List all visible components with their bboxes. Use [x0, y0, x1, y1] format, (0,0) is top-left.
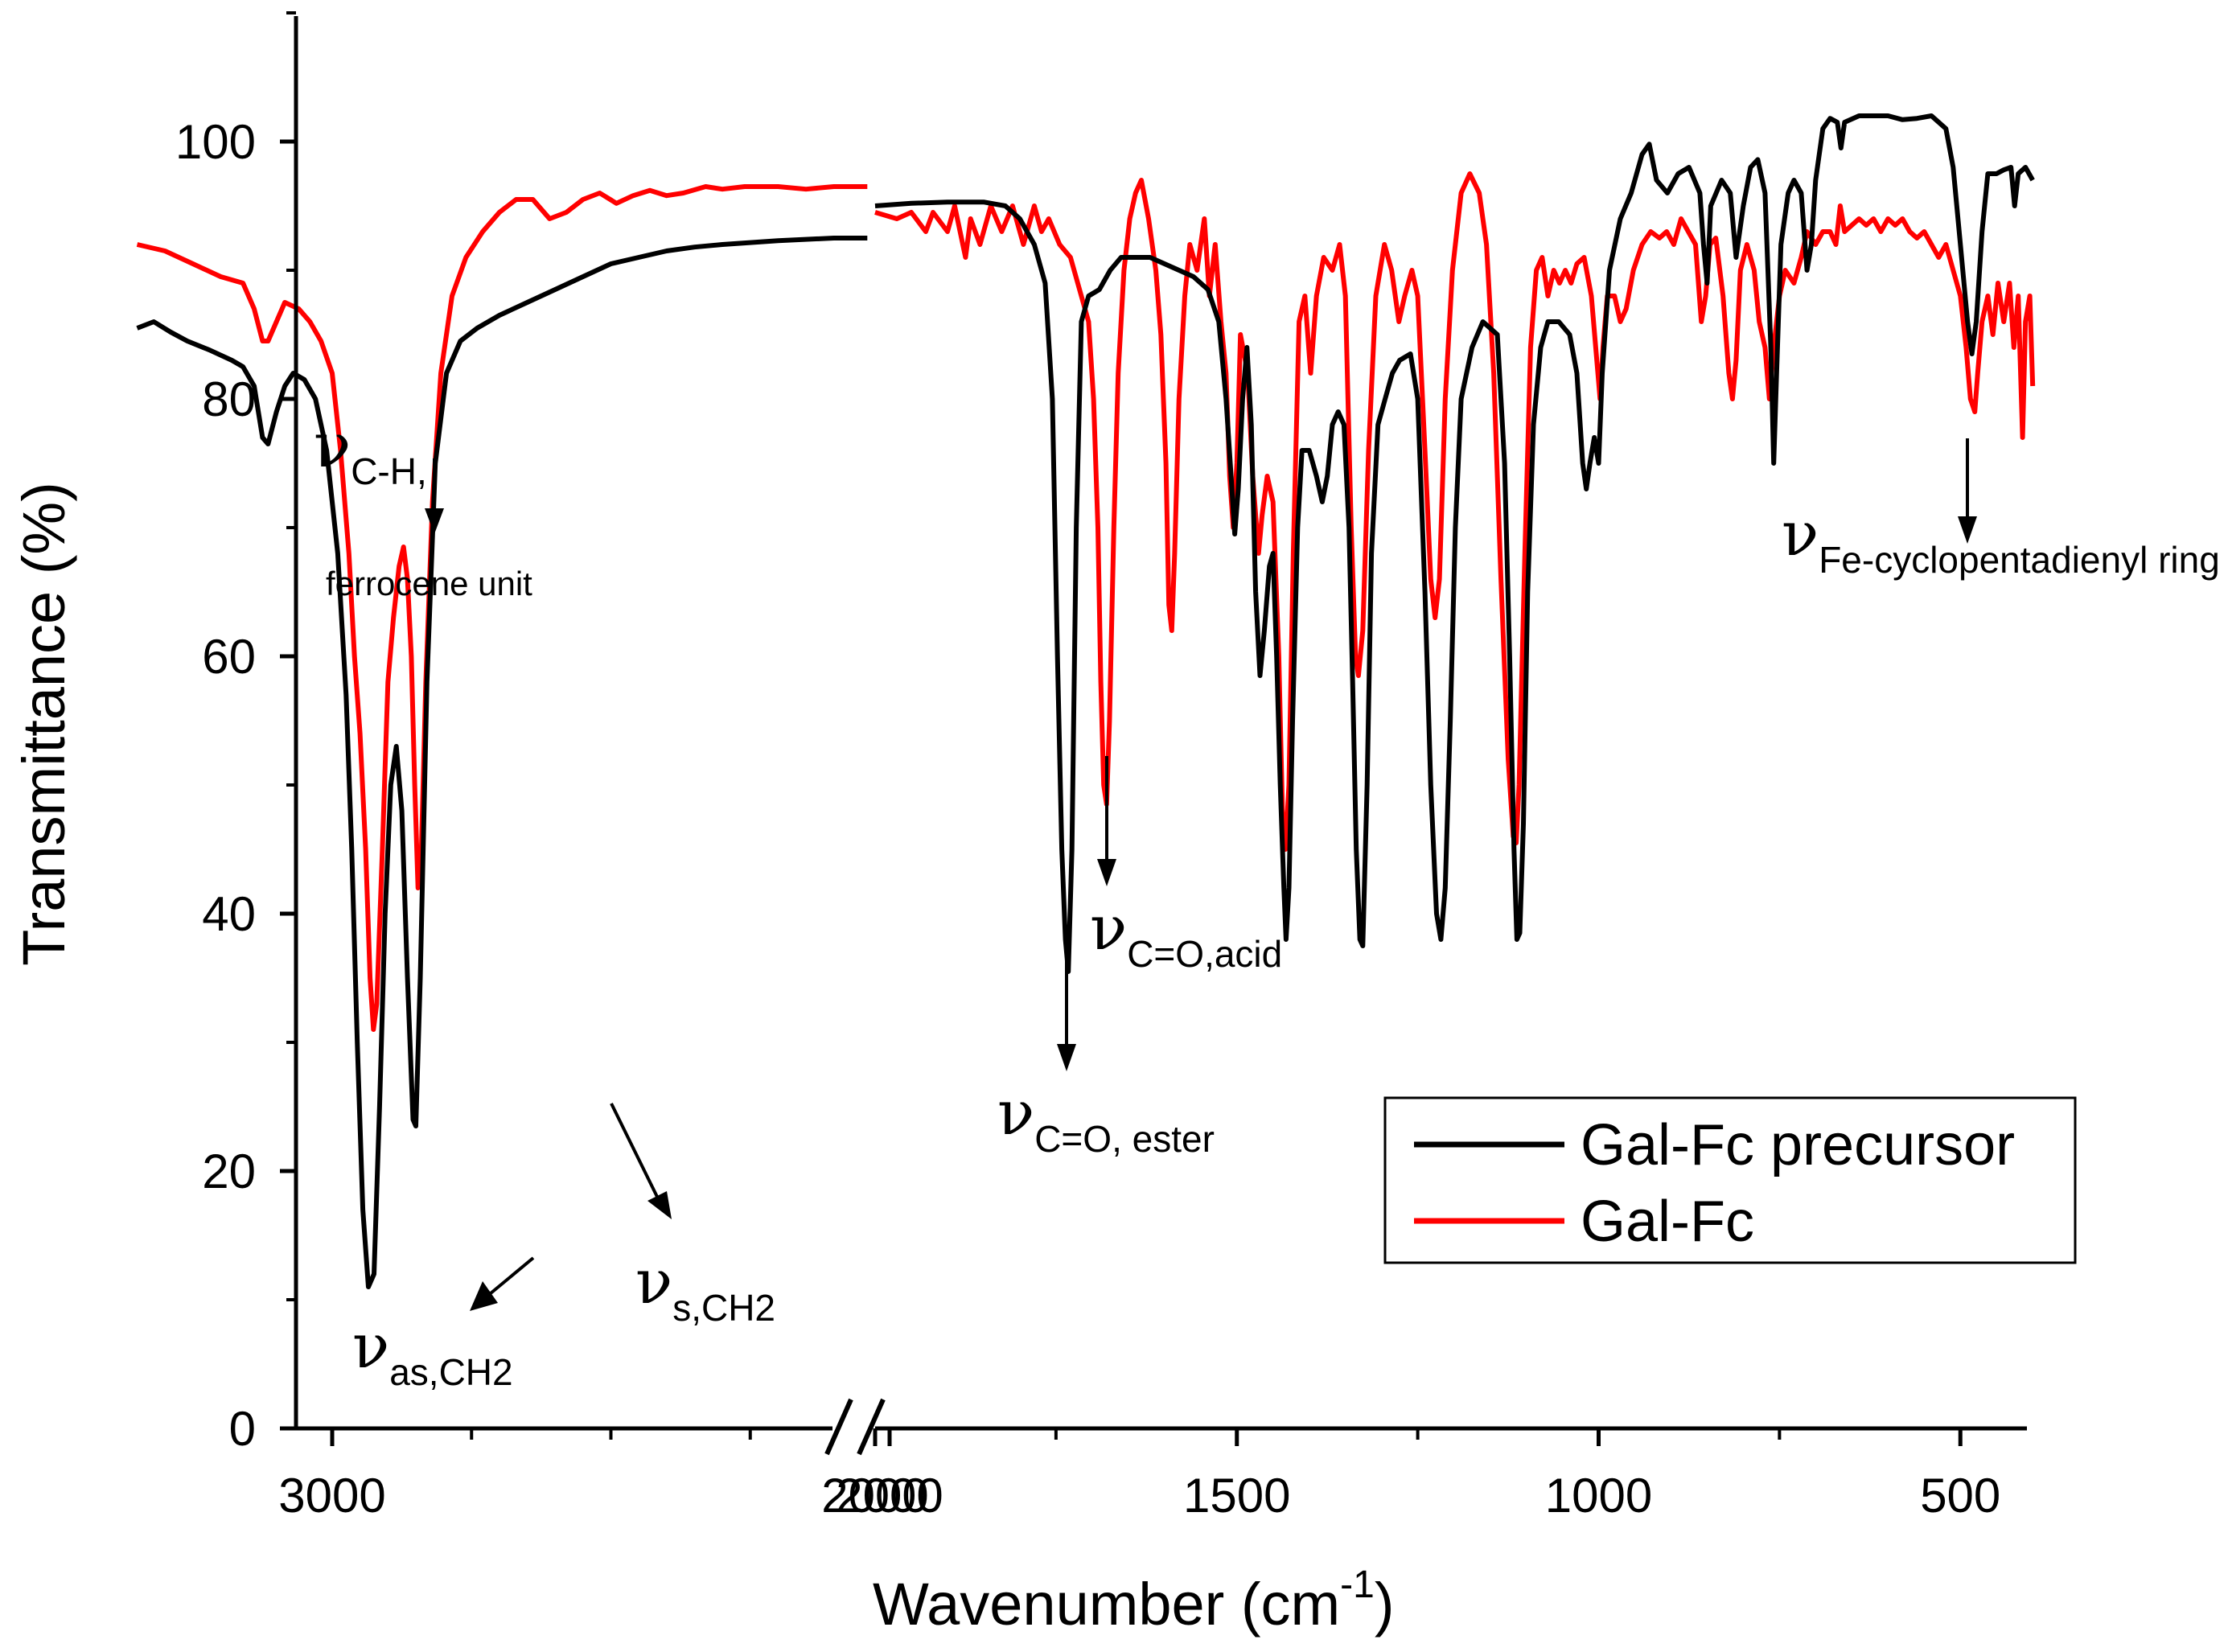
y-tick-label: 80: [202, 372, 256, 426]
annotation-fe-cp-ring: νFe-cyclopentadienyl ring: [1782, 438, 2220, 581]
series-line-gal-fc-precursor-fingerprint: [874, 113, 2035, 974]
svg-text:νFe-cyclopentadienyl ring: νFe-cyclopentadienyl ring: [1782, 498, 2220, 581]
annotation-as-ch2: νas,CH2: [352, 1256, 535, 1393]
x-tick-label: 2000: [821, 1469, 928, 1523]
svg-text:νs,CH2: νs,CH2: [635, 1246, 775, 1329]
y-tick-label: 100: [175, 115, 256, 169]
svg-text:νC=O, ester: νC=O, ester: [997, 1077, 1215, 1160]
legend-box: [1383, 1096, 2077, 1264]
annotation-s-ch2: νs,CH2: [610, 1103, 775, 1329]
x-tick-label: 1000: [1545, 1469, 1652, 1523]
x-tick-label: 3000: [278, 1469, 385, 1523]
annotation-co-acid: νC=O,acid: [1090, 756, 1282, 975]
x-axis-title: Wavenumber (cm-1): [873, 1564, 1395, 1638]
series-line-gal-fc: [136, 184, 868, 1032]
annotation-ch-ferrocene: νC-H, ferrocene unit: [314, 409, 532, 602]
x-tick-label: 500: [1920, 1469, 2000, 1523]
legend-label-precursor: Gal-Fc precursor: [1581, 1113, 2015, 1177]
legend: Gal-Fc precursor Gal-Fc: [1383, 1096, 2077, 1264]
svg-text:νas,CH2: νas,CH2: [352, 1310, 513, 1393]
series-line-gal-fc-precursor: [136, 236, 868, 1289]
y-tick-label: 0: [229, 1402, 256, 1456]
axis-break-marks: [824, 1398, 886, 1456]
y-tick-label: 20: [202, 1144, 256, 1198]
svg-text:νC=O,acid: νC=O,acid: [1090, 892, 1282, 975]
x-tick-label: 2000: [836, 1469, 943, 1523]
svg-text:ferrocene unit: ferrocene unit: [326, 565, 532, 602]
y-tick-label: 60: [202, 630, 256, 684]
annotation-co-ester: νC=O, ester: [997, 925, 1215, 1160]
series-line-gal-fc-fingerprint: [874, 171, 2036, 852]
x-tick-label: 1500: [1183, 1469, 1290, 1523]
y-tick-label: 40: [202, 887, 256, 941]
svg-text:νC-H,: νC-H,: [314, 409, 427, 492]
y-axis-title: Transmittance (%): [10, 482, 77, 966]
legend-label-gal-fc: Gal-Fc: [1581, 1190, 1754, 1254]
